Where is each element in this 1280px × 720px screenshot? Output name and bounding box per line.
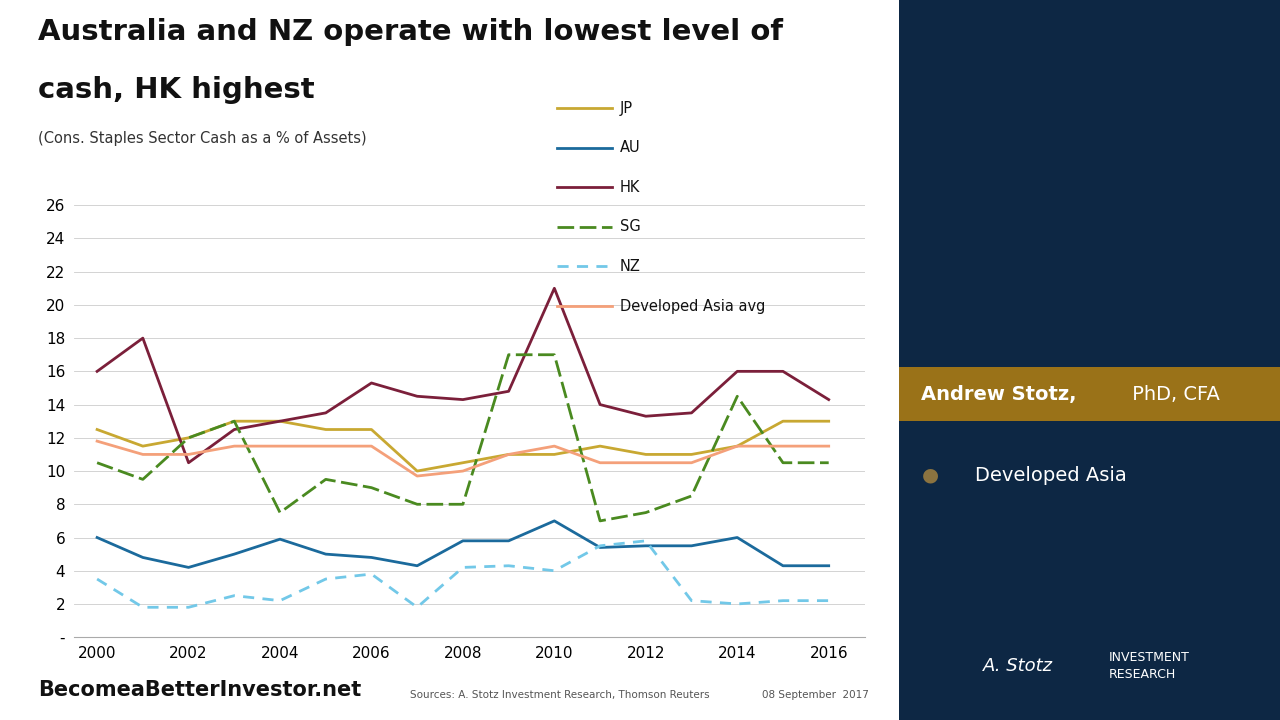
Text: (Cons. Staples Sector Cash as a % of Assets): (Cons. Staples Sector Cash as a % of Ass…: [38, 131, 367, 146]
Text: Australia and NZ operate with lowest level of: Australia and NZ operate with lowest lev…: [38, 18, 783, 46]
Text: Developed Asia avg: Developed Asia avg: [620, 299, 765, 313]
Text: Developed Asia: Developed Asia: [975, 466, 1126, 485]
Text: ●: ●: [922, 466, 938, 485]
Text: HK: HK: [620, 180, 640, 194]
Text: INVESTMENT
RESEARCH: INVESTMENT RESEARCH: [1108, 651, 1189, 681]
Text: NZ: NZ: [620, 259, 640, 274]
Text: A. Stotz: A. Stotz: [983, 657, 1052, 675]
Text: SG: SG: [620, 220, 640, 234]
Text: Sources: A. Stotz Investment Research, Thomson Reuters: Sources: A. Stotz Investment Research, T…: [410, 690, 709, 700]
Text: Andrew Stotz,: Andrew Stotz,: [922, 384, 1076, 404]
Text: 08 September  2017: 08 September 2017: [762, 690, 868, 700]
Text: cash, HK highest: cash, HK highest: [38, 76, 315, 104]
Text: AU: AU: [620, 140, 640, 155]
Text: JP: JP: [620, 101, 632, 115]
Text: PhD, CFA: PhD, CFA: [1125, 384, 1220, 404]
Text: BecomeaBetterInvestor.net: BecomeaBetterInvestor.net: [38, 680, 362, 700]
